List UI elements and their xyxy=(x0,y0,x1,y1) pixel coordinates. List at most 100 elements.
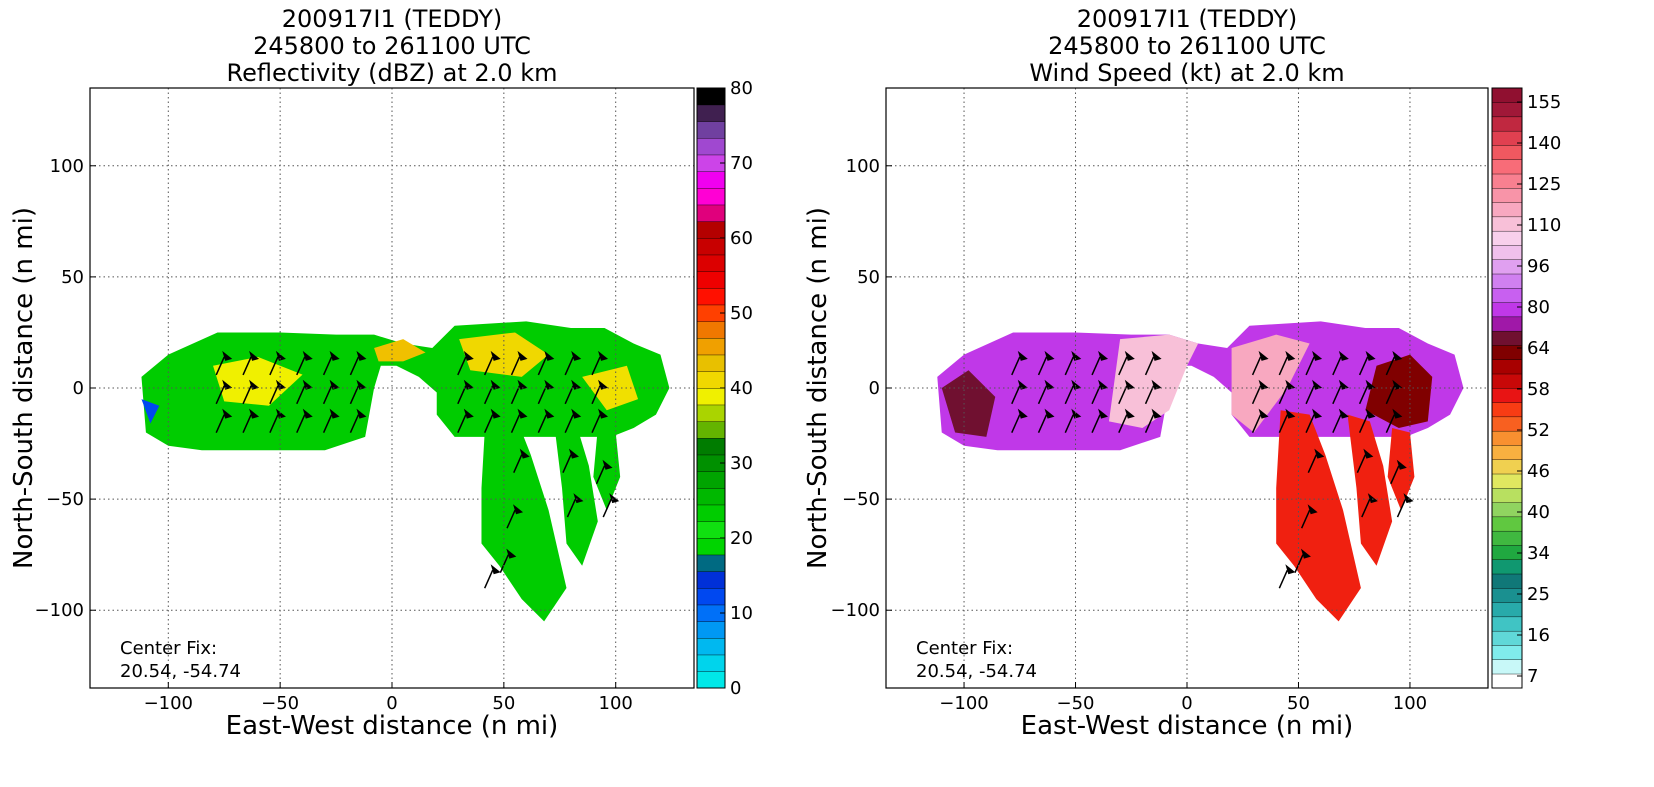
colorbar-tick-label: 58 xyxy=(1527,379,1550,400)
x-tick-label: −50 xyxy=(1057,693,1095,714)
wind-barb-flag xyxy=(1285,408,1296,419)
colorbar-swatch xyxy=(1491,116,1523,132)
wind-barb-flag xyxy=(1338,350,1349,361)
colorbar-swatch xyxy=(1491,359,1523,375)
colorbar-swatch xyxy=(696,121,726,139)
wind-barb xyxy=(1118,414,1128,433)
wind-barb xyxy=(1332,356,1342,376)
wind-barb xyxy=(591,356,601,376)
colorbar-swatch xyxy=(1491,316,1523,332)
colorbar-swatch xyxy=(1491,330,1523,346)
wind-barb-flag xyxy=(573,493,584,504)
wind-barb-flag xyxy=(568,448,579,459)
colorbar-swatch xyxy=(696,271,726,289)
colorbar-swatch xyxy=(696,637,726,656)
wind-barb-flag xyxy=(517,408,528,419)
wind-barb-flag xyxy=(1338,408,1349,419)
wind-barb-flag xyxy=(517,350,528,361)
wind-barb xyxy=(510,414,521,433)
field-patch xyxy=(374,339,426,362)
storm-band xyxy=(937,321,1464,451)
wind-barb-flag xyxy=(1098,350,1109,361)
colorbar-swatch xyxy=(1491,430,1523,446)
colorbar-tick-label: 16 xyxy=(1527,625,1550,646)
wind-barb xyxy=(349,385,360,405)
colorbar-swatch xyxy=(696,521,726,539)
wind-barb xyxy=(506,509,516,529)
wind-barb xyxy=(510,385,521,405)
colorbar-swatch xyxy=(1491,344,1523,360)
wind-barb xyxy=(1091,414,1101,433)
field-patch xyxy=(1365,354,1433,428)
wind-barb xyxy=(1064,385,1074,405)
colorbar-tick-label: 50 xyxy=(730,303,753,324)
colorbar-swatch xyxy=(1491,159,1523,175)
wind-barb xyxy=(1278,385,1289,405)
wind-barb xyxy=(1144,356,1155,376)
wind-barb xyxy=(537,356,548,376)
wind-barb-flag xyxy=(1285,564,1296,575)
wind-barb-flag xyxy=(1363,448,1374,459)
wind-barb xyxy=(1356,454,1367,473)
wind-barb xyxy=(1037,385,1048,405)
spiral-arm xyxy=(553,414,598,566)
y-axis-label: North-South distance (n mi) xyxy=(803,207,833,569)
wind-barb-flag xyxy=(517,379,528,390)
chart-title-line: 245800 to 261100 UTC xyxy=(253,32,531,60)
colorbar-swatch xyxy=(696,404,726,422)
wind-barb xyxy=(1294,554,1304,573)
wind-barb-flag xyxy=(1365,350,1376,361)
spiral-arm xyxy=(1276,410,1361,622)
wind-barb xyxy=(566,498,577,518)
wind-barb xyxy=(269,356,279,376)
colorbar-swatch xyxy=(696,237,726,256)
colorbar-swatch xyxy=(1491,516,1523,532)
wind-barb xyxy=(1251,356,1262,376)
colorbar-swatch xyxy=(1491,230,1523,246)
wind-barb-flag xyxy=(490,564,501,575)
chart-title-line: Reflectivity (dBZ) at 2.0 km xyxy=(227,59,558,87)
wind-barb-flag xyxy=(302,350,313,361)
wind-barb-flag xyxy=(1151,408,1162,419)
wind-barb-flag xyxy=(1365,408,1376,419)
wind-barb xyxy=(483,569,494,589)
wind-barb-flag xyxy=(1151,379,1162,390)
colorbar-tick-label: 52 xyxy=(1527,420,1550,441)
wind-barb-flag xyxy=(302,379,313,390)
x-tick-label: −100 xyxy=(939,693,988,714)
colorbar-tick-label: 64 xyxy=(1527,338,1550,359)
spiral-arm xyxy=(481,410,567,622)
colorbar-tick-label: 80 xyxy=(730,78,753,99)
colorbar-swatch xyxy=(1491,659,1523,675)
wind-barb-flag xyxy=(1044,379,1055,390)
colorbar-swatch xyxy=(1491,373,1523,389)
wind-barb xyxy=(1358,414,1369,433)
wind-barb-flag xyxy=(544,379,555,390)
x-tick-label: 50 xyxy=(492,693,515,714)
wind-barb xyxy=(1251,414,1262,433)
x-tick-label: 100 xyxy=(1393,693,1427,714)
colorbar-tick-label: 140 xyxy=(1527,133,1561,154)
wind-barb xyxy=(215,356,225,376)
field-patch xyxy=(141,399,160,424)
wind-barb-flag xyxy=(598,350,609,361)
colorbar-swatch xyxy=(696,321,726,339)
colorbar-swatch xyxy=(696,387,726,406)
x-tick-label: 100 xyxy=(599,693,633,714)
colorbar-swatch xyxy=(1491,216,1523,232)
colorbar-swatch xyxy=(1491,444,1523,460)
x-tick-label: −50 xyxy=(261,693,299,714)
wind-barb-flag xyxy=(249,379,260,390)
wind-barb-flag xyxy=(1403,493,1414,504)
x-axis-label: East-West distance (n mi) xyxy=(226,711,559,741)
wind-barb-flag xyxy=(1392,350,1403,361)
wind-barb-flag xyxy=(463,379,474,390)
wind-barb-flag xyxy=(598,408,609,419)
wind-barb xyxy=(564,356,574,376)
wind-barb xyxy=(1064,414,1074,433)
colorbar-tick-label: 155 xyxy=(1527,92,1561,113)
wind-barb xyxy=(562,454,572,473)
field-patch xyxy=(582,365,639,411)
colorbar-swatch xyxy=(696,621,726,639)
colorbar-swatch xyxy=(1491,616,1523,632)
